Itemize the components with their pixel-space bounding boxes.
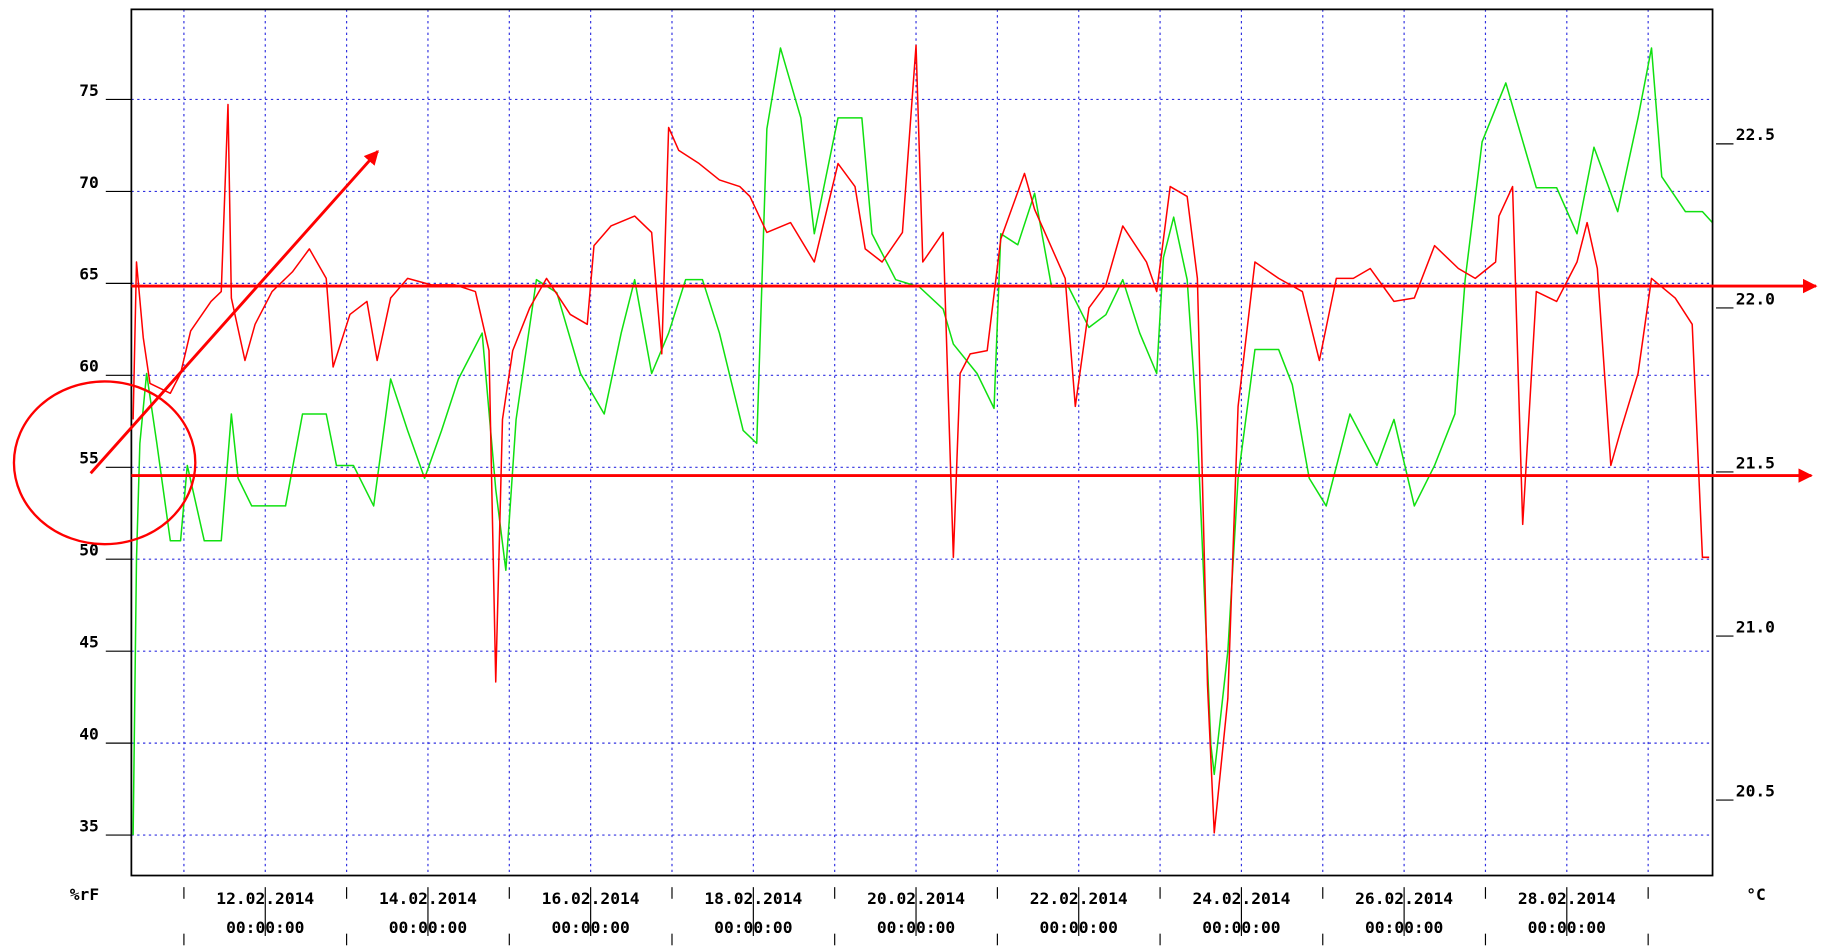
y-tick-label: 50 xyxy=(79,541,99,560)
y2-tick-label: 20.5 xyxy=(1736,781,1775,800)
x-tick-label-line: 00:00:00 xyxy=(1040,917,1118,936)
x-tick-label-line: 28.02.2014 xyxy=(1518,888,1616,907)
annotation-arrow xyxy=(89,150,379,475)
x-tick-label-line: 20.02.2014 xyxy=(867,888,965,907)
x-tick-label: 28.02.2014 00:00:00 xyxy=(1518,888,1616,936)
x-tick-label: 18.02.2014 00:00:00 xyxy=(704,888,802,936)
x-tick-label-line: 00:00:00 xyxy=(1528,917,1606,936)
x-tick-label-line: 00:00:00 xyxy=(389,917,467,936)
x-tick-label-line: 24.02.2014 xyxy=(1192,888,1290,907)
y-tick-label: 55 xyxy=(79,449,99,468)
series-line xyxy=(132,44,1710,834)
x-tick-label-line: 12.02.2014 xyxy=(216,888,314,907)
y2-tick-label: 21.0 xyxy=(1736,617,1775,636)
y-axis-label: %rF xyxy=(70,885,99,904)
series xyxy=(132,44,1714,836)
x-tick-label: 12.02.2014 00:00:00 xyxy=(216,888,314,936)
x-tick-label-line: 00:00:00 xyxy=(1202,917,1280,936)
y-tick-label: 65 xyxy=(79,265,99,284)
x-tick-label-line: 16.02.2014 xyxy=(542,888,640,907)
x-tick-label: 16.02.2014 00:00:00 xyxy=(542,888,640,936)
plot-frame xyxy=(130,8,1714,877)
y-tick-label: 35 xyxy=(79,816,99,835)
grid xyxy=(131,9,1713,876)
y-tick-label: 70 xyxy=(79,173,99,192)
annotation-ellipse xyxy=(12,380,197,546)
x-tick-label-line: 00:00:00 xyxy=(1365,917,1443,936)
x-tick-label-line: 00:00:00 xyxy=(714,917,792,936)
x-tick-label-line: 18.02.2014 xyxy=(704,888,802,907)
x-tick-label: 20.02.2014 00:00:00 xyxy=(867,888,965,936)
y-tick-label: 60 xyxy=(79,357,99,376)
axes: 35 40 45 50 55 60 65 70 75 20.5 21.0 21.5 22.0 22.5 12… xyxy=(79,81,1775,946)
x-tick-label: 24.02.2014 00:00:00 xyxy=(1192,888,1290,936)
y-tick-label: 75 xyxy=(79,81,99,100)
y2-axis-label: °C xyxy=(1746,885,1766,904)
series-line xyxy=(132,47,1714,836)
x-tick-label-line: 14.02.2014 xyxy=(379,888,477,907)
annotations xyxy=(12,150,1818,546)
x-tick-label: 14.02.2014 00:00:00 xyxy=(379,888,477,936)
x-tick-label: 26.02.2014 00:00:00 xyxy=(1355,888,1453,936)
y2-tick-label: 22.0 xyxy=(1736,289,1775,308)
y2-tick-label: 22.5 xyxy=(1736,125,1775,144)
y2-tick-label: 21.5 xyxy=(1736,453,1775,472)
x-tick-label-line: 00:00:00 xyxy=(551,917,629,936)
y-tick-label: 45 xyxy=(79,633,99,652)
x-tick-label-line: 00:00:00 xyxy=(877,917,955,936)
x-tick-label-line: 00:00:00 xyxy=(226,917,304,936)
y-tick-label: 40 xyxy=(79,724,99,743)
x-tick-label-line: 26.02.2014 xyxy=(1355,888,1453,907)
x-tick-label-line: 22.02.2014 xyxy=(1030,888,1128,907)
x-tick-label: 22.02.2014 00:00:00 xyxy=(1030,888,1128,936)
